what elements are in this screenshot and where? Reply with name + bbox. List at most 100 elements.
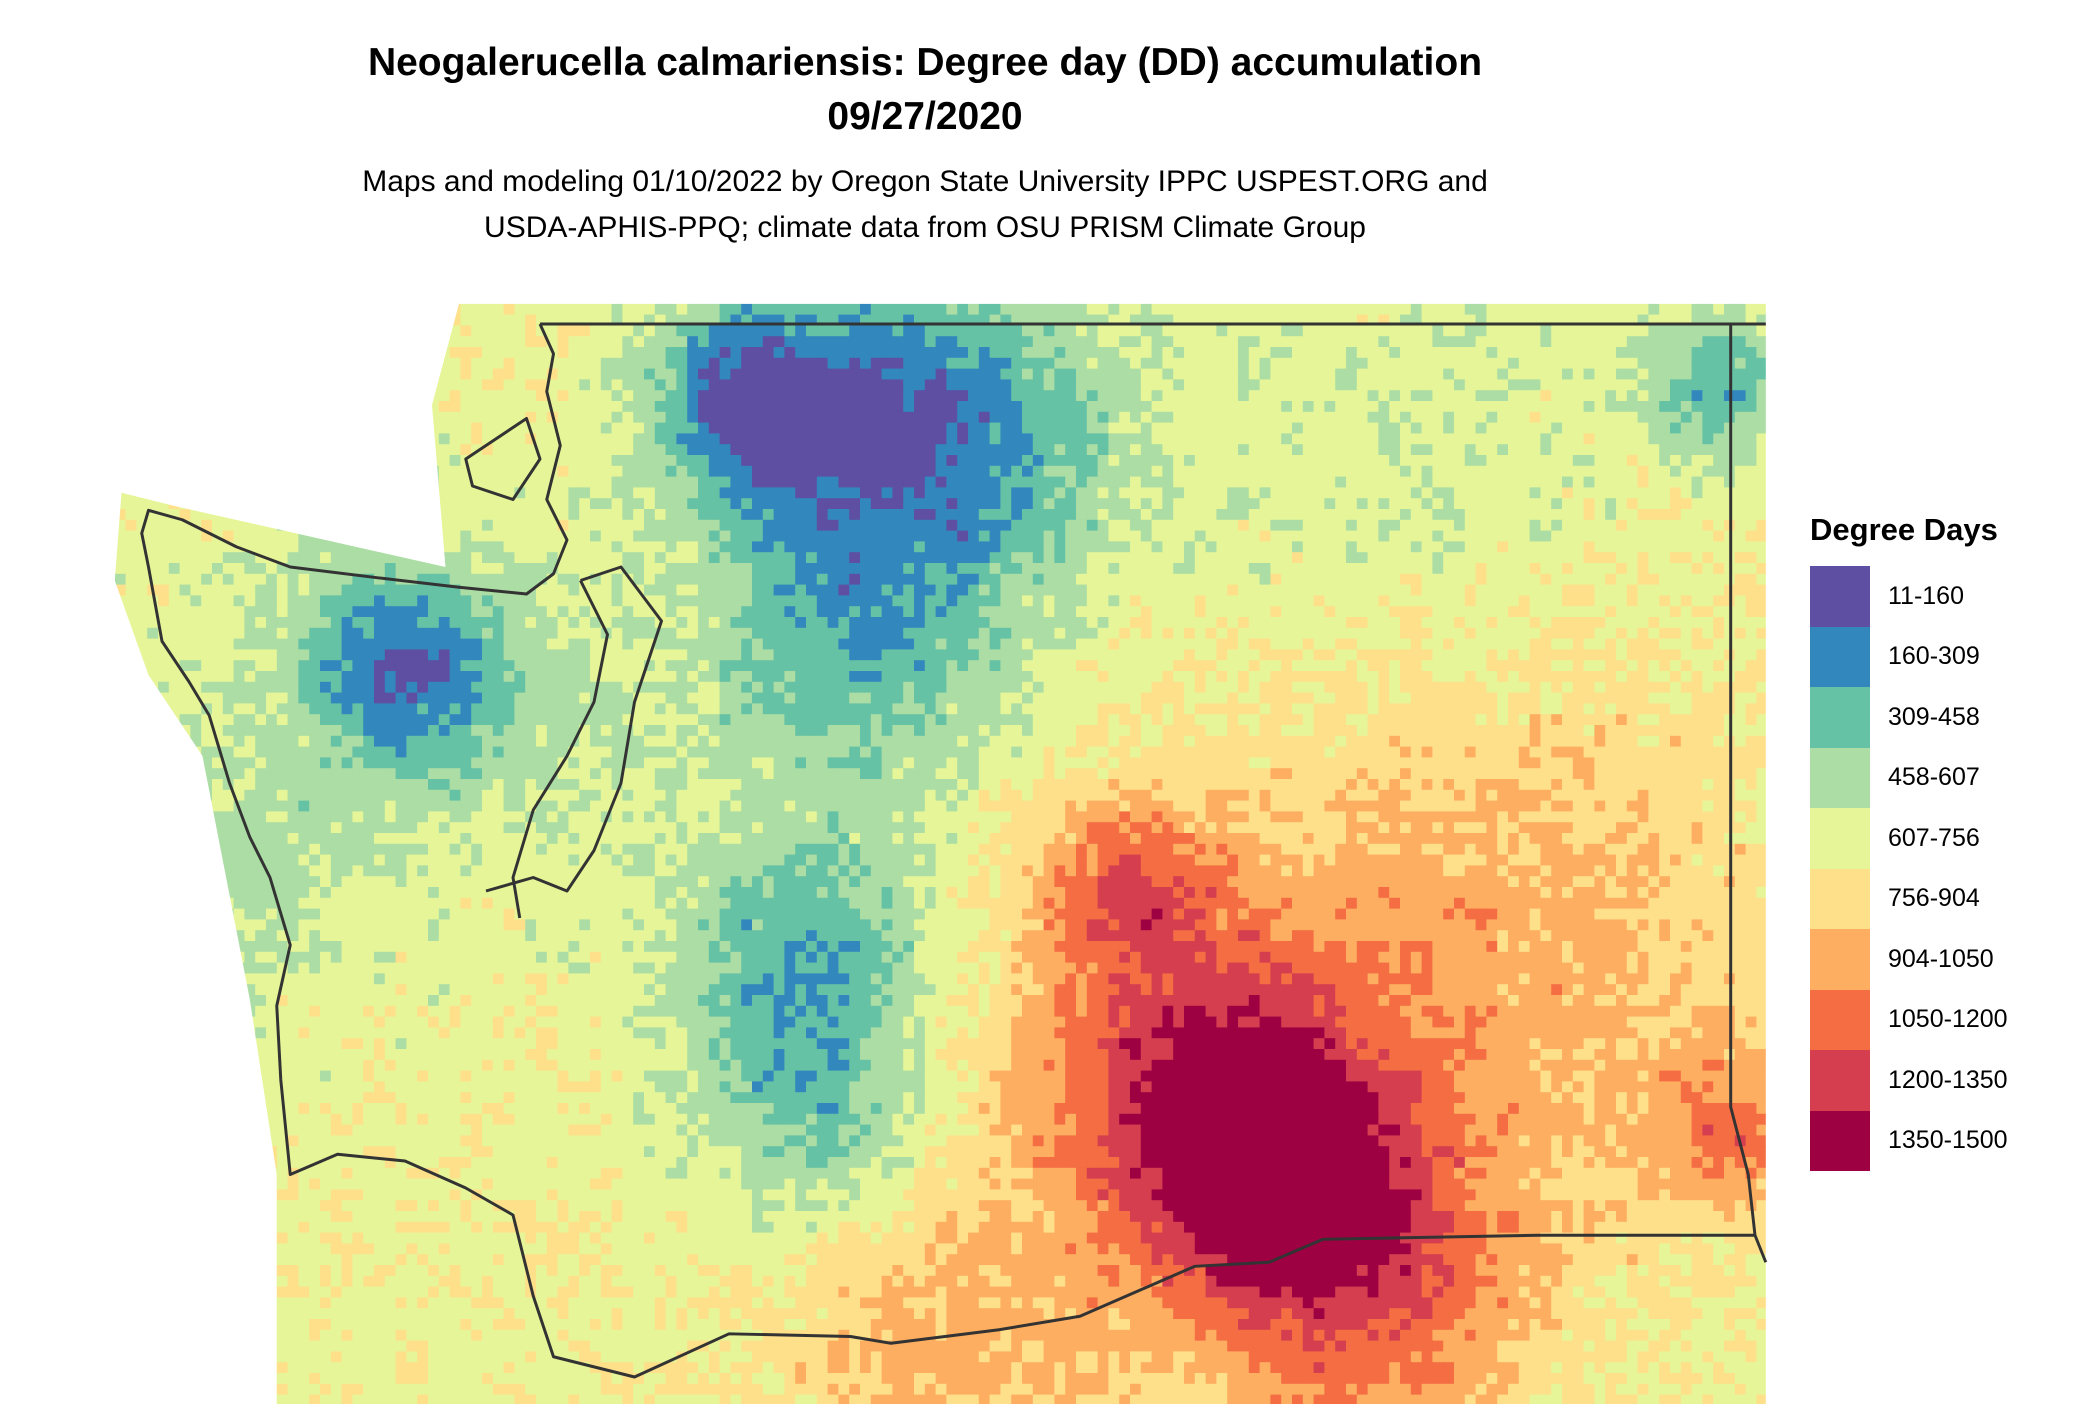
raster-cell xyxy=(989,573,1001,586)
raster-cell xyxy=(1367,606,1379,618)
raster-cell xyxy=(1065,563,1077,575)
raster-cell xyxy=(1454,627,1466,640)
raster-cell xyxy=(816,530,829,542)
raster-cell xyxy=(903,303,915,316)
raster-cell xyxy=(1227,390,1239,402)
raster-cell xyxy=(881,444,893,456)
raster-cell xyxy=(546,498,559,510)
raster-cell xyxy=(1313,573,1325,586)
raster-cell xyxy=(1713,422,1725,434)
raster-cell xyxy=(233,303,245,316)
raster-cell xyxy=(568,627,580,640)
raster-cell xyxy=(1302,530,1315,542)
raster-cell xyxy=(1551,563,1563,575)
raster-cell xyxy=(838,314,850,326)
raster-cell xyxy=(568,422,580,434)
raster-cell xyxy=(1389,476,1401,488)
raster-cell xyxy=(1086,541,1099,553)
raster-cell xyxy=(633,390,645,402)
raster-cell xyxy=(309,606,321,618)
raster-cell xyxy=(384,444,397,456)
raster-cell xyxy=(1227,606,1239,618)
raster-cell xyxy=(568,573,580,586)
raster-cell xyxy=(1691,357,1703,370)
raster-cell xyxy=(1605,303,1617,316)
raster-cell xyxy=(1410,325,1423,337)
raster-cell xyxy=(708,390,721,402)
raster-cell xyxy=(687,303,699,316)
raster-cell xyxy=(741,584,753,596)
raster-cell xyxy=(752,401,764,413)
raster-cell xyxy=(762,617,775,629)
raster-cell xyxy=(1464,325,1477,337)
raster-cell xyxy=(1421,541,1433,553)
raster-cell xyxy=(384,617,397,629)
raster-cell xyxy=(1378,368,1390,380)
raster-cell xyxy=(1356,401,1369,413)
raster-cell xyxy=(590,584,602,596)
raster-cell xyxy=(428,455,440,467)
raster-cell xyxy=(579,379,591,391)
raster-cell xyxy=(1756,541,1766,553)
raster-cell xyxy=(1497,563,1509,575)
raster-cell xyxy=(1443,584,1455,596)
raster-cell xyxy=(1508,336,1520,348)
raster-cell xyxy=(1065,606,1077,618)
raster-cell xyxy=(1065,573,1077,586)
raster-cell xyxy=(838,487,850,499)
raster-cell xyxy=(309,325,321,337)
raster-cell xyxy=(287,357,299,370)
raster-cell xyxy=(1464,422,1477,434)
raster-cell xyxy=(903,606,915,618)
raster-cell xyxy=(201,357,213,370)
raster-cell xyxy=(665,584,677,596)
raster-cell xyxy=(665,573,677,586)
raster-cell xyxy=(1151,357,1163,370)
raster-cell xyxy=(1367,627,1379,640)
raster-cell xyxy=(1756,401,1766,413)
raster-cell xyxy=(1670,541,1682,553)
raster-cell xyxy=(1259,627,1271,640)
raster-cell xyxy=(806,357,818,370)
raster-cell xyxy=(1583,563,1595,575)
raster-cell xyxy=(1248,627,1261,640)
raster-cell xyxy=(179,401,191,413)
raster-cell xyxy=(1086,509,1099,521)
raster-cell xyxy=(1248,584,1261,596)
raster-cell xyxy=(460,606,472,618)
raster-cell xyxy=(168,530,181,542)
raster-cell xyxy=(1626,433,1639,445)
raster-cell xyxy=(806,541,818,553)
raster-cell xyxy=(1032,336,1045,348)
raster-cell xyxy=(708,552,721,564)
raster-cell xyxy=(374,638,386,650)
raster-cell xyxy=(341,303,353,316)
raster-cell xyxy=(1421,433,1433,445)
raster-cell xyxy=(654,336,667,348)
raster-cell xyxy=(1054,509,1066,521)
raster-cell xyxy=(1302,465,1315,478)
raster-cell xyxy=(730,617,742,629)
raster-cell xyxy=(1259,455,1271,467)
raster-cell xyxy=(590,649,602,661)
raster-cell xyxy=(374,303,386,316)
raster-cell xyxy=(590,444,602,456)
raster-cell xyxy=(989,595,1001,607)
raster-cell xyxy=(611,627,623,640)
raster-cell xyxy=(1346,638,1358,650)
raster-cell xyxy=(514,498,526,510)
raster-cell xyxy=(892,336,904,348)
raster-cell xyxy=(1713,465,1725,478)
raster-cell xyxy=(784,638,796,650)
raster-cell xyxy=(438,498,451,510)
raster-cell xyxy=(1097,638,1109,650)
raster-cell xyxy=(276,476,289,488)
raster-cell xyxy=(1400,433,1412,445)
raster-cell xyxy=(1216,606,1228,618)
raster-cell xyxy=(1140,325,1153,337)
raster-cell xyxy=(935,325,947,337)
raster-cell xyxy=(914,530,926,542)
raster-cell xyxy=(1497,476,1509,488)
raster-cell xyxy=(1497,336,1509,348)
raster-cell xyxy=(266,347,278,359)
